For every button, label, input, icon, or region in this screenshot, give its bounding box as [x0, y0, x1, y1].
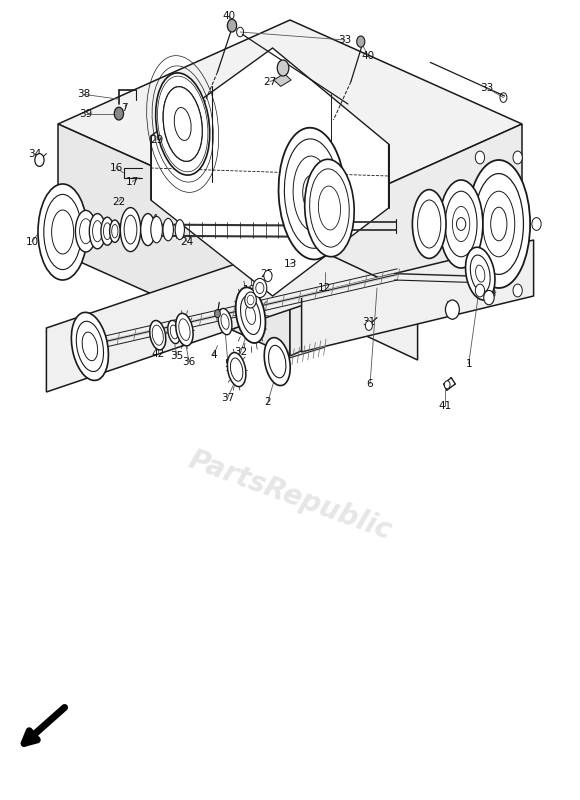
Text: 3: 3 — [79, 362, 86, 371]
Circle shape — [513, 151, 522, 164]
Polygon shape — [290, 124, 522, 356]
Text: 27: 27 — [263, 77, 276, 86]
Circle shape — [513, 284, 522, 297]
Circle shape — [475, 151, 484, 164]
Ellipse shape — [412, 190, 446, 258]
Circle shape — [114, 107, 124, 120]
Circle shape — [227, 19, 237, 32]
Ellipse shape — [163, 218, 173, 241]
Ellipse shape — [121, 208, 140, 251]
Text: 19: 19 — [243, 285, 256, 294]
Text: 15: 15 — [505, 202, 518, 211]
Ellipse shape — [440, 180, 483, 268]
Circle shape — [475, 284, 484, 297]
Circle shape — [532, 218, 541, 230]
Text: 12: 12 — [318, 283, 331, 293]
Polygon shape — [274, 74, 291, 86]
Polygon shape — [302, 240, 534, 352]
Text: 29: 29 — [150, 135, 163, 145]
Text: 9: 9 — [166, 226, 173, 235]
Text: 40: 40 — [362, 51, 375, 61]
Text: 8: 8 — [281, 63, 288, 73]
Text: 14: 14 — [146, 214, 158, 224]
Text: 28: 28 — [484, 290, 496, 299]
Ellipse shape — [150, 321, 166, 350]
Circle shape — [253, 278, 267, 298]
Circle shape — [445, 300, 459, 319]
Text: 11: 11 — [333, 197, 346, 206]
Text: 38: 38 — [78, 90, 90, 99]
Ellipse shape — [168, 320, 180, 344]
Ellipse shape — [155, 73, 210, 175]
Text: 30: 30 — [445, 301, 458, 310]
Polygon shape — [46, 242, 418, 392]
Ellipse shape — [110, 220, 120, 242]
Circle shape — [365, 321, 372, 330]
Polygon shape — [58, 124, 290, 356]
Text: 4: 4 — [210, 350, 217, 360]
Text: 41: 41 — [439, 402, 452, 411]
Text: 40: 40 — [223, 11, 235, 21]
Text: 36: 36 — [183, 357, 195, 366]
Text: 24: 24 — [181, 237, 194, 246]
Circle shape — [484, 290, 494, 305]
Ellipse shape — [304, 159, 354, 257]
Circle shape — [357, 36, 365, 47]
Text: 2: 2 — [264, 397, 271, 406]
Text: 10: 10 — [26, 237, 38, 246]
Ellipse shape — [140, 214, 155, 246]
Circle shape — [245, 292, 256, 308]
Ellipse shape — [278, 128, 346, 259]
Ellipse shape — [175, 219, 184, 240]
Text: 20: 20 — [55, 258, 67, 267]
Text: 22: 22 — [113, 197, 125, 206]
Ellipse shape — [235, 287, 266, 343]
Text: 6: 6 — [367, 379, 374, 389]
Ellipse shape — [38, 184, 88, 280]
Text: 37: 37 — [221, 394, 234, 403]
Circle shape — [444, 381, 450, 389]
Text: 16: 16 — [110, 163, 122, 173]
Text: 1: 1 — [465, 359, 472, 369]
Ellipse shape — [264, 338, 290, 386]
Text: PartsRepublic: PartsRepublic — [184, 446, 396, 546]
Circle shape — [456, 218, 466, 230]
Text: 18: 18 — [50, 230, 63, 240]
Circle shape — [264, 270, 272, 282]
Polygon shape — [58, 20, 522, 228]
Circle shape — [277, 60, 289, 76]
Ellipse shape — [176, 314, 193, 346]
Ellipse shape — [227, 353, 246, 386]
Text: 32: 32 — [234, 347, 247, 357]
Text: 39: 39 — [79, 109, 92, 118]
Text: 35: 35 — [171, 351, 183, 361]
Text: 34: 34 — [28, 149, 41, 158]
Text: 31: 31 — [362, 317, 375, 326]
Ellipse shape — [75, 210, 96, 252]
Text: 21: 21 — [236, 298, 249, 307]
Text: 33: 33 — [339, 35, 351, 45]
Ellipse shape — [89, 214, 106, 249]
Text: 42: 42 — [151, 349, 164, 358]
Text: 5: 5 — [224, 359, 231, 369]
Ellipse shape — [218, 309, 232, 334]
Ellipse shape — [151, 216, 162, 243]
Text: 17: 17 — [126, 177, 139, 186]
Text: 26: 26 — [443, 202, 456, 211]
Polygon shape — [151, 48, 389, 296]
Text: 23: 23 — [411, 219, 424, 229]
Text: 33: 33 — [481, 83, 494, 93]
Circle shape — [215, 310, 220, 318]
Ellipse shape — [467, 160, 530, 288]
Text: 13: 13 — [284, 259, 296, 269]
Text: 7: 7 — [121, 103, 128, 113]
Text: 25: 25 — [260, 269, 273, 278]
Ellipse shape — [71, 312, 108, 381]
Ellipse shape — [101, 218, 114, 245]
Circle shape — [35, 154, 44, 166]
Ellipse shape — [466, 247, 495, 300]
